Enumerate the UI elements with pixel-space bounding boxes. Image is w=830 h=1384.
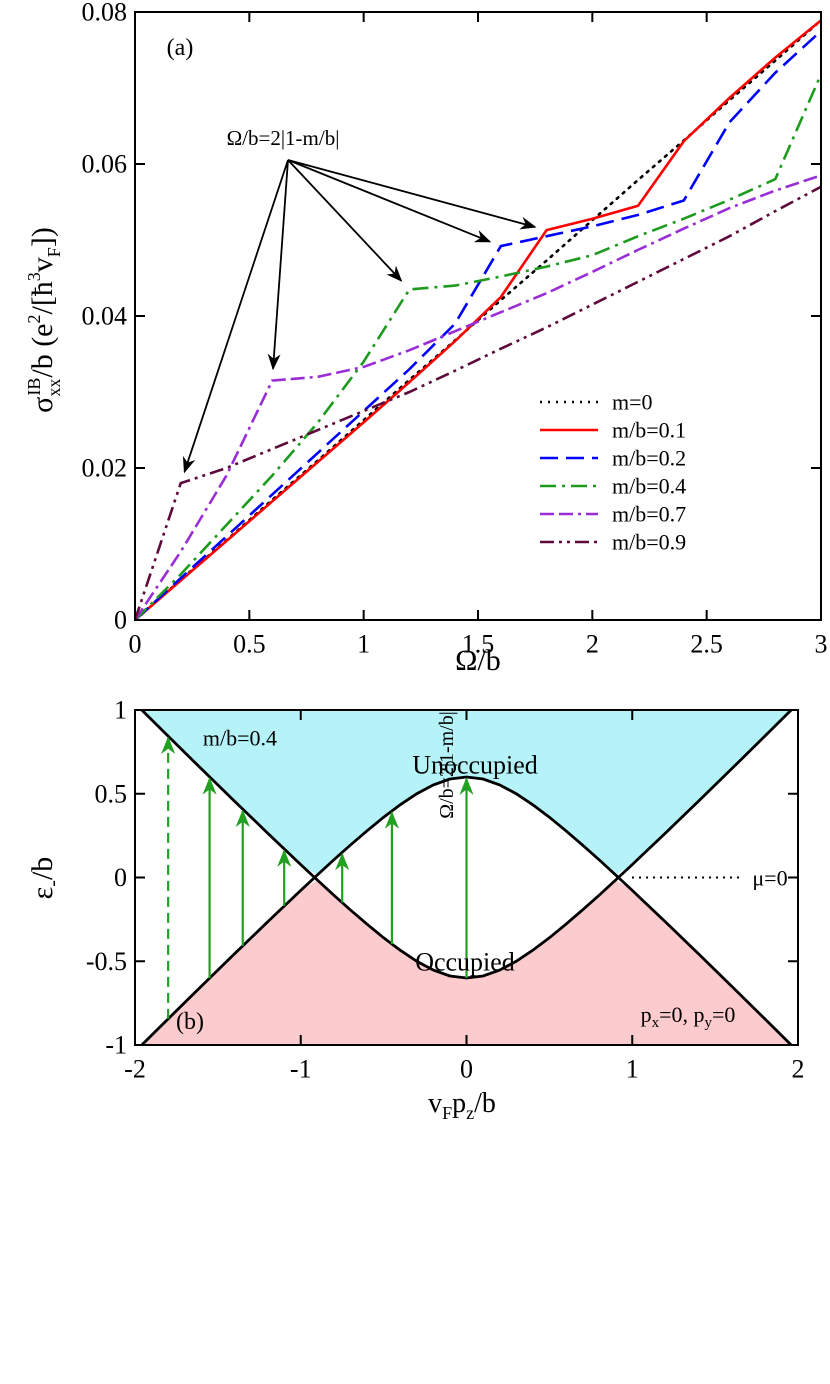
- y-label-part: /b (e: [26, 324, 59, 378]
- y-label-part: xx: [44, 379, 64, 397]
- x-label-part: z: [466, 1103, 474, 1123]
- x-tick-label: 0.5: [233, 630, 266, 659]
- y-label-part: 2: [24, 315, 44, 324]
- x-tick-label: -1: [290, 1055, 312, 1084]
- x-label-part: p: [452, 1088, 466, 1119]
- legend-label: m/b=0.7: [612, 502, 686, 527]
- band-curve: [139, 775, 794, 1045]
- data-line: [135, 19, 821, 620]
- data-line: [135, 73, 821, 620]
- y-label-part: ε: [26, 887, 59, 900]
- x-tick-label: 0: [129, 630, 142, 659]
- panel-label: (b): [176, 1009, 204, 1035]
- data-line: [135, 174, 821, 620]
- x-label-part: F: [442, 1103, 452, 1123]
- mass-label: m/b=0.4: [203, 726, 277, 751]
- panel-label: (a): [167, 35, 194, 61]
- unoccupied-region: [135, 710, 798, 875]
- y-label-part: /b: [26, 857, 59, 880]
- y-label-part: 3: [24, 272, 44, 281]
- y-axis-label: σxxIB/b (e2/[ħ3vF]): [24, 227, 64, 413]
- y-tick-label: 1: [114, 696, 127, 725]
- data-line: [135, 185, 821, 620]
- legend-label: m/b=0.4: [612, 474, 686, 499]
- legend-label: m=0: [612, 390, 653, 415]
- x-tick-label: 1: [626, 1055, 639, 1084]
- x-label-part: /b: [474, 1088, 496, 1119]
- x-tick-label: 2: [586, 630, 599, 659]
- panel-a-data: [135, 19, 821, 620]
- x-axis-label: Ω/b: [455, 644, 501, 677]
- y-label-part: σ: [26, 397, 59, 413]
- y-tick-label: -0.5: [86, 947, 127, 976]
- annotation-arrow: [267, 159, 289, 371]
- y-label-part: v: [26, 257, 59, 272]
- y-tick-label: 0.02: [82, 454, 128, 483]
- y-label-part: ]): [26, 227, 59, 247]
- occupied-region: [135, 880, 798, 1045]
- x-tick-label: -2: [124, 1055, 146, 1084]
- x-tick-label: 1.5: [462, 630, 495, 659]
- annotation-arrow: [287, 159, 537, 230]
- y-tick-label: 0.5: [95, 779, 128, 808]
- region-label: Occupied: [415, 948, 515, 977]
- mu-label: μ=0: [752, 866, 787, 891]
- x-tick-label: 2.5: [690, 630, 723, 659]
- x-tick-label: 0: [460, 1055, 473, 1084]
- region-label: Unoccupied: [412, 751, 538, 780]
- annotation-arrow: [287, 159, 492, 243]
- y-tick-label: 0.08: [82, 0, 128, 27]
- annotation: Ω/b=2|1-m/b|: [227, 126, 340, 150]
- x-tick-label: 1: [357, 630, 370, 659]
- label-part: =0, p: [659, 1002, 704, 1027]
- y-tick-label: 0.04: [82, 302, 128, 331]
- data-line: [135, 30, 821, 620]
- legend-label: m/b=0.2: [612, 446, 686, 471]
- x-tick-label: 3: [815, 630, 828, 659]
- fills: [135, 710, 798, 1045]
- y-label-part: /[ħ: [26, 281, 59, 314]
- y-label-part: IB: [24, 378, 44, 396]
- panel-b-data: [139, 710, 794, 1045]
- annotation-arrow: [182, 159, 289, 474]
- annotation: Ω/b=2|1-m/b|: [436, 711, 458, 818]
- y-axis-label: ε-/b: [26, 857, 64, 900]
- y-label-part: F: [44, 247, 64, 257]
- x-label-part: v: [428, 1088, 442, 1119]
- y-tick-label: -1: [105, 1031, 127, 1060]
- label-part: y: [705, 1015, 713, 1031]
- y-tick-label: 0.06: [82, 150, 128, 179]
- legend-label: m/b=0.9: [612, 530, 686, 555]
- label-part: p: [641, 1002, 652, 1027]
- legend-label: m/b=0.1: [612, 418, 686, 443]
- y-label-part: -: [42, 880, 64, 887]
- x-axis-label: vFpz/b: [428, 1088, 496, 1123]
- label-part: x: [652, 1015, 660, 1031]
- y-tick-label: 0: [114, 606, 127, 635]
- x-tick-label: 2: [792, 1055, 805, 1084]
- axes: 0 0.5 1 1.5 2 2.5 3 0 0.02 0.04 0.06 0.08 m=0 m/b=0.1…: [82, 0, 828, 1084]
- y-tick-label: 0: [114, 863, 127, 892]
- label-part: =0: [712, 1002, 735, 1027]
- fill-group: [135, 710, 798, 1045]
- annotation-arrow: [287, 159, 403, 282]
- momentum-label: px=0, py=0: [641, 1002, 736, 1031]
